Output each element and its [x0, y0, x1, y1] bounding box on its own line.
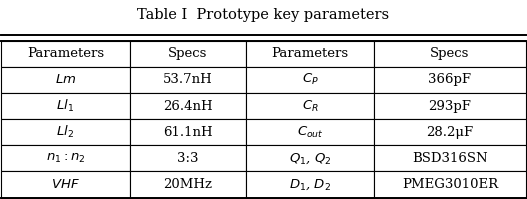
Text: Table I  Prototype key parameters: Table I Prototype key parameters: [138, 8, 389, 22]
